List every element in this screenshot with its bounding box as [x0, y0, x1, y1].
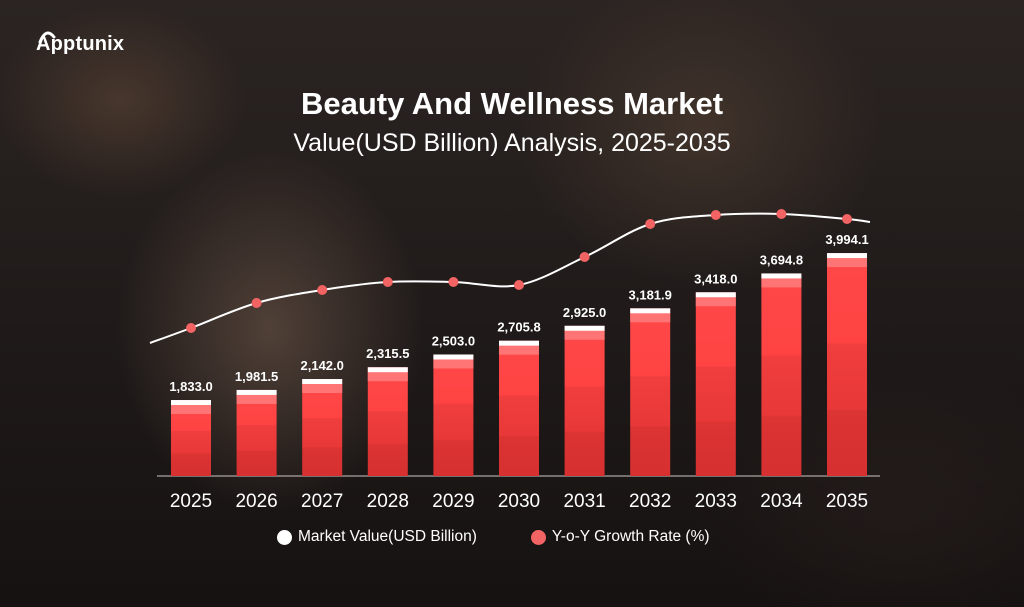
bar-value-label: 3,181.9	[629, 287, 672, 302]
x-tick-label: 2033	[695, 491, 737, 512]
growth-point-2032	[645, 219, 656, 229]
bar-body	[367, 367, 408, 476]
bar-value-label: 3,418.0	[694, 271, 737, 286]
bar-value-label: 2,925.0	[563, 305, 606, 320]
legend-item-market-value: Market Value(USD Billion)	[277, 528, 477, 546]
bar-2028	[367, 367, 408, 476]
bar-value-label: 3,994.1	[825, 232, 868, 247]
x-tick-label: 2035	[826, 491, 868, 512]
x-tick-label: 2025	[170, 491, 212, 512]
bar-value-label: 2,142.0	[301, 358, 344, 373]
growth-point-2033	[710, 210, 721, 220]
growth-point-2035	[842, 214, 852, 224]
bar-value-label: 2,315.5	[366, 346, 409, 361]
bar-value-label: 1,833.0	[169, 379, 212, 394]
logo-text: Apptunix	[36, 33, 125, 55]
bar-band	[433, 359, 474, 369]
bar-band	[302, 384, 343, 394]
bar-cap	[827, 253, 867, 259]
bar-band	[171, 405, 211, 415]
bar-body	[433, 354, 474, 476]
bar-body	[236, 389, 277, 476]
x-tick-label: 2029	[432, 491, 474, 512]
bar-cap	[499, 340, 539, 346]
x-tick-label: 2028	[367, 491, 409, 512]
legend-label: Market Value(USD Billion)	[298, 528, 477, 545]
chart-title: Beauty And Wellness Market	[300, 86, 724, 121]
growth-point-2029	[448, 277, 459, 287]
x-tick-label: 2030	[498, 491, 540, 512]
bar-band	[367, 372, 408, 382]
legend-white-dot-icon	[277, 529, 292, 545]
bar-2027	[302, 379, 343, 476]
bar-band	[827, 258, 867, 268]
bar-cap	[695, 292, 736, 298]
growth-point-2027	[317, 285, 328, 295]
bar-band	[761, 278, 802, 288]
bar-value-label: 3,694.8	[760, 252, 803, 267]
x-tick-label: 2032	[629, 491, 671, 512]
growth-point-2026	[251, 298, 262, 308]
bar-2035	[827, 253, 867, 476]
bar-body	[695, 292, 736, 476]
bar-value-label: 2,503.0	[432, 333, 475, 348]
bar-2025	[171, 400, 211, 476]
growth-point-2025	[186, 323, 196, 333]
bar-value-label: 2,705.8	[497, 320, 540, 335]
x-tick-label: 2026	[235, 491, 277, 512]
bar-band	[564, 330, 605, 340]
bar-body	[827, 253, 867, 476]
bar-body	[564, 325, 605, 476]
bar-2030	[499, 340, 539, 476]
bar-cap	[367, 367, 408, 373]
legend-item-growth-rate: Y-o-Y Growth Rate (%)	[530, 528, 710, 546]
bar-cap	[630, 308, 671, 314]
bar-band	[695, 297, 736, 307]
bar-cap	[564, 325, 605, 331]
bar-cap	[236, 389, 277, 395]
brand-logo: Apptunix	[36, 31, 125, 56]
bar-body	[302, 379, 343, 476]
bar-value-label: 1,981.5	[235, 369, 278, 384]
bar-band	[630, 313, 671, 323]
legend: Market Value(USD Billion) Y-o-Y Growth R…	[277, 528, 710, 546]
growth-point-2028	[382, 277, 393, 287]
growth-point-2034	[776, 209, 787, 219]
growth-point-2031	[579, 252, 590, 262]
x-tick-label: 2031	[563, 491, 605, 512]
x-tick-label: 2027	[301, 491, 343, 512]
bar-body	[499, 340, 539, 476]
bar-2031	[564, 325, 605, 476]
growth-point-2030	[514, 280, 524, 290]
bar-band	[499, 345, 539, 355]
legend-red-dot-icon	[530, 529, 546, 545]
bar-2033	[695, 292, 736, 476]
bar-2029	[433, 354, 474, 476]
bar-band	[236, 394, 277, 404]
logo-arc-icon	[38, 31, 56, 43]
bar-cap	[433, 354, 474, 360]
bar-cap	[761, 273, 802, 279]
x-tick-label: 2034	[760, 491, 803, 512]
legend-label: Y-o-Y Growth Rate (%)	[551, 528, 710, 545]
bar-2032	[630, 308, 671, 476]
bar-cap	[302, 379, 343, 385]
bar-2034	[761, 273, 802, 476]
bar-2026	[236, 389, 277, 476]
bar-body	[630, 308, 671, 476]
bar-body	[761, 273, 802, 476]
chart-subtitle: Value(USD Billion) Analysis, 2025-2035	[293, 129, 731, 157]
bar-cap	[171, 400, 211, 406]
